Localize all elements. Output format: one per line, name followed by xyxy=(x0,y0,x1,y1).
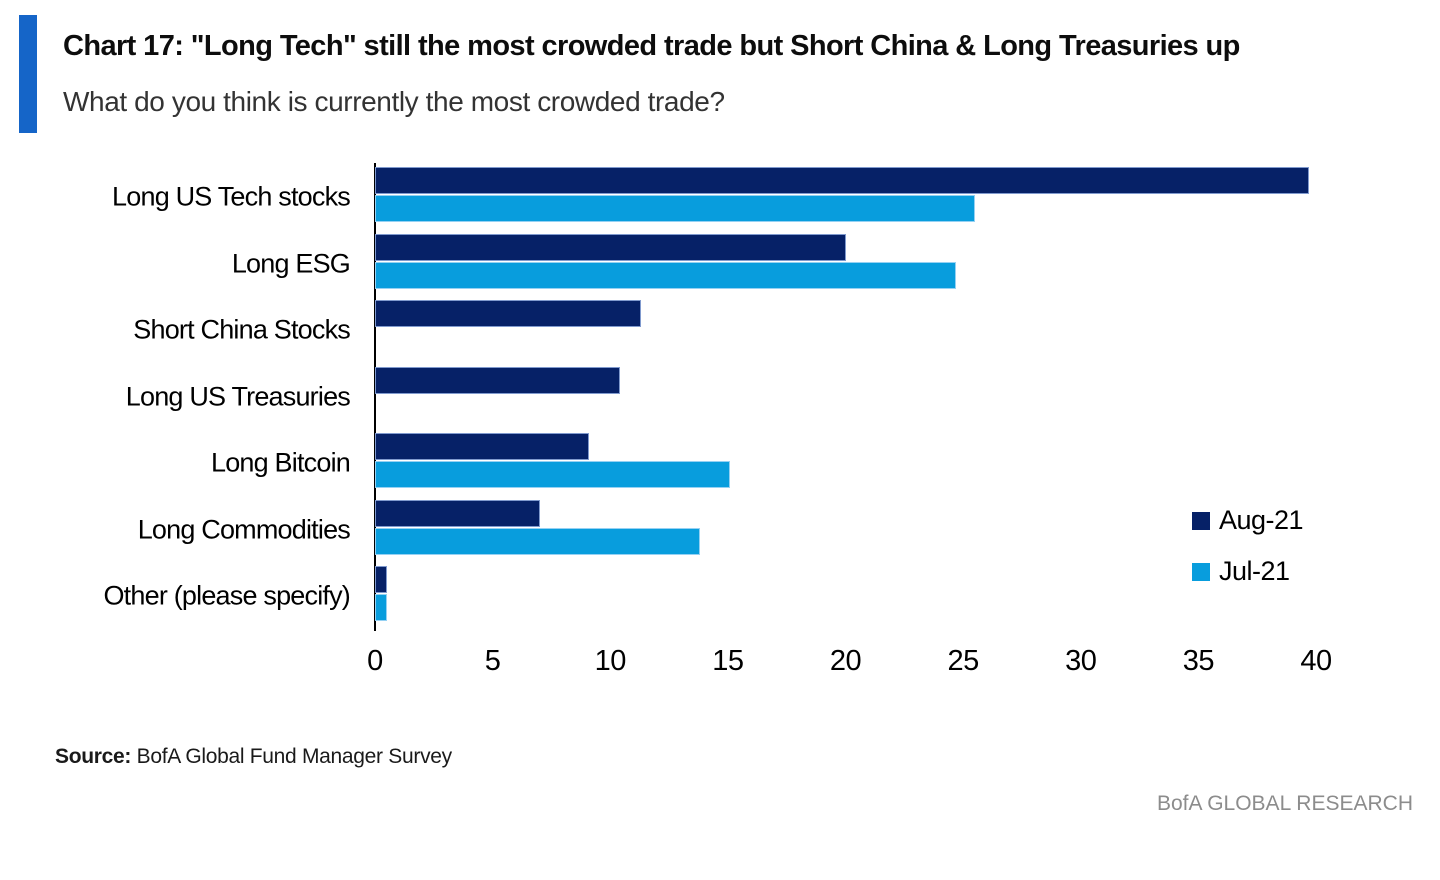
x-tick-label: 25 xyxy=(947,645,979,677)
legend-label: Aug-21 xyxy=(1219,505,1304,535)
bar-aug-21 xyxy=(375,566,387,593)
x-tick-label: 15 xyxy=(712,645,744,677)
x-tick-label: 20 xyxy=(829,645,862,677)
source-text: BofA Global Fund Manager Survey xyxy=(131,745,453,768)
category-label: Long US Treasuries xyxy=(125,381,351,411)
bar-aug-21 xyxy=(375,433,590,460)
legend-label: Jul-21 xyxy=(1219,556,1290,586)
bar-aug-21 xyxy=(375,300,641,327)
x-tick-label: 10 xyxy=(594,645,627,677)
x-tick-label: 0 xyxy=(367,645,383,677)
chart-subtitle: What do you think is currently the most … xyxy=(63,86,725,117)
y-axis-line xyxy=(374,163,376,631)
bar-aug-21 xyxy=(375,233,846,261)
x-tick-label: 40 xyxy=(1300,645,1332,677)
bar-aug-21 xyxy=(375,366,620,394)
bar-aug-21 xyxy=(375,499,540,527)
category-label: Other (please specify) xyxy=(103,580,350,611)
category-label: Long US Tech stocks xyxy=(112,181,351,212)
source-label: Source: xyxy=(55,745,132,768)
bar-jul-21 xyxy=(375,195,975,222)
bar-aug-21 xyxy=(375,167,1309,194)
category-label: Short China Stocks xyxy=(133,314,351,345)
legend-item: Jul-21 xyxy=(1192,556,1290,587)
category-label: Long ESG xyxy=(231,248,351,278)
title-accent-bar xyxy=(19,15,37,133)
legend-swatch-icon xyxy=(1192,562,1210,581)
legend-swatch-icon xyxy=(1192,511,1210,530)
category-label: Long Bitcoin xyxy=(210,447,351,478)
brand-footer: BofA GLOBAL RESEARCH xyxy=(1157,792,1413,815)
bar-jul-21 xyxy=(375,527,700,555)
bar-jul-21 xyxy=(375,461,731,488)
source-line: Source: BofA Global Fund Manager Survey xyxy=(55,745,452,769)
x-tick-label: 35 xyxy=(1182,645,1215,677)
category-label: Long Commodities xyxy=(137,514,351,544)
bar-jul-21 xyxy=(375,261,957,289)
x-tick-label: 30 xyxy=(1065,645,1097,677)
x-tick-label: 5 xyxy=(484,645,501,677)
legend-item: Aug-21 xyxy=(1192,505,1304,536)
chart-title: Chart 17: "Long Tech" still the most cro… xyxy=(63,30,1240,62)
bar-jul-21 xyxy=(375,594,387,621)
